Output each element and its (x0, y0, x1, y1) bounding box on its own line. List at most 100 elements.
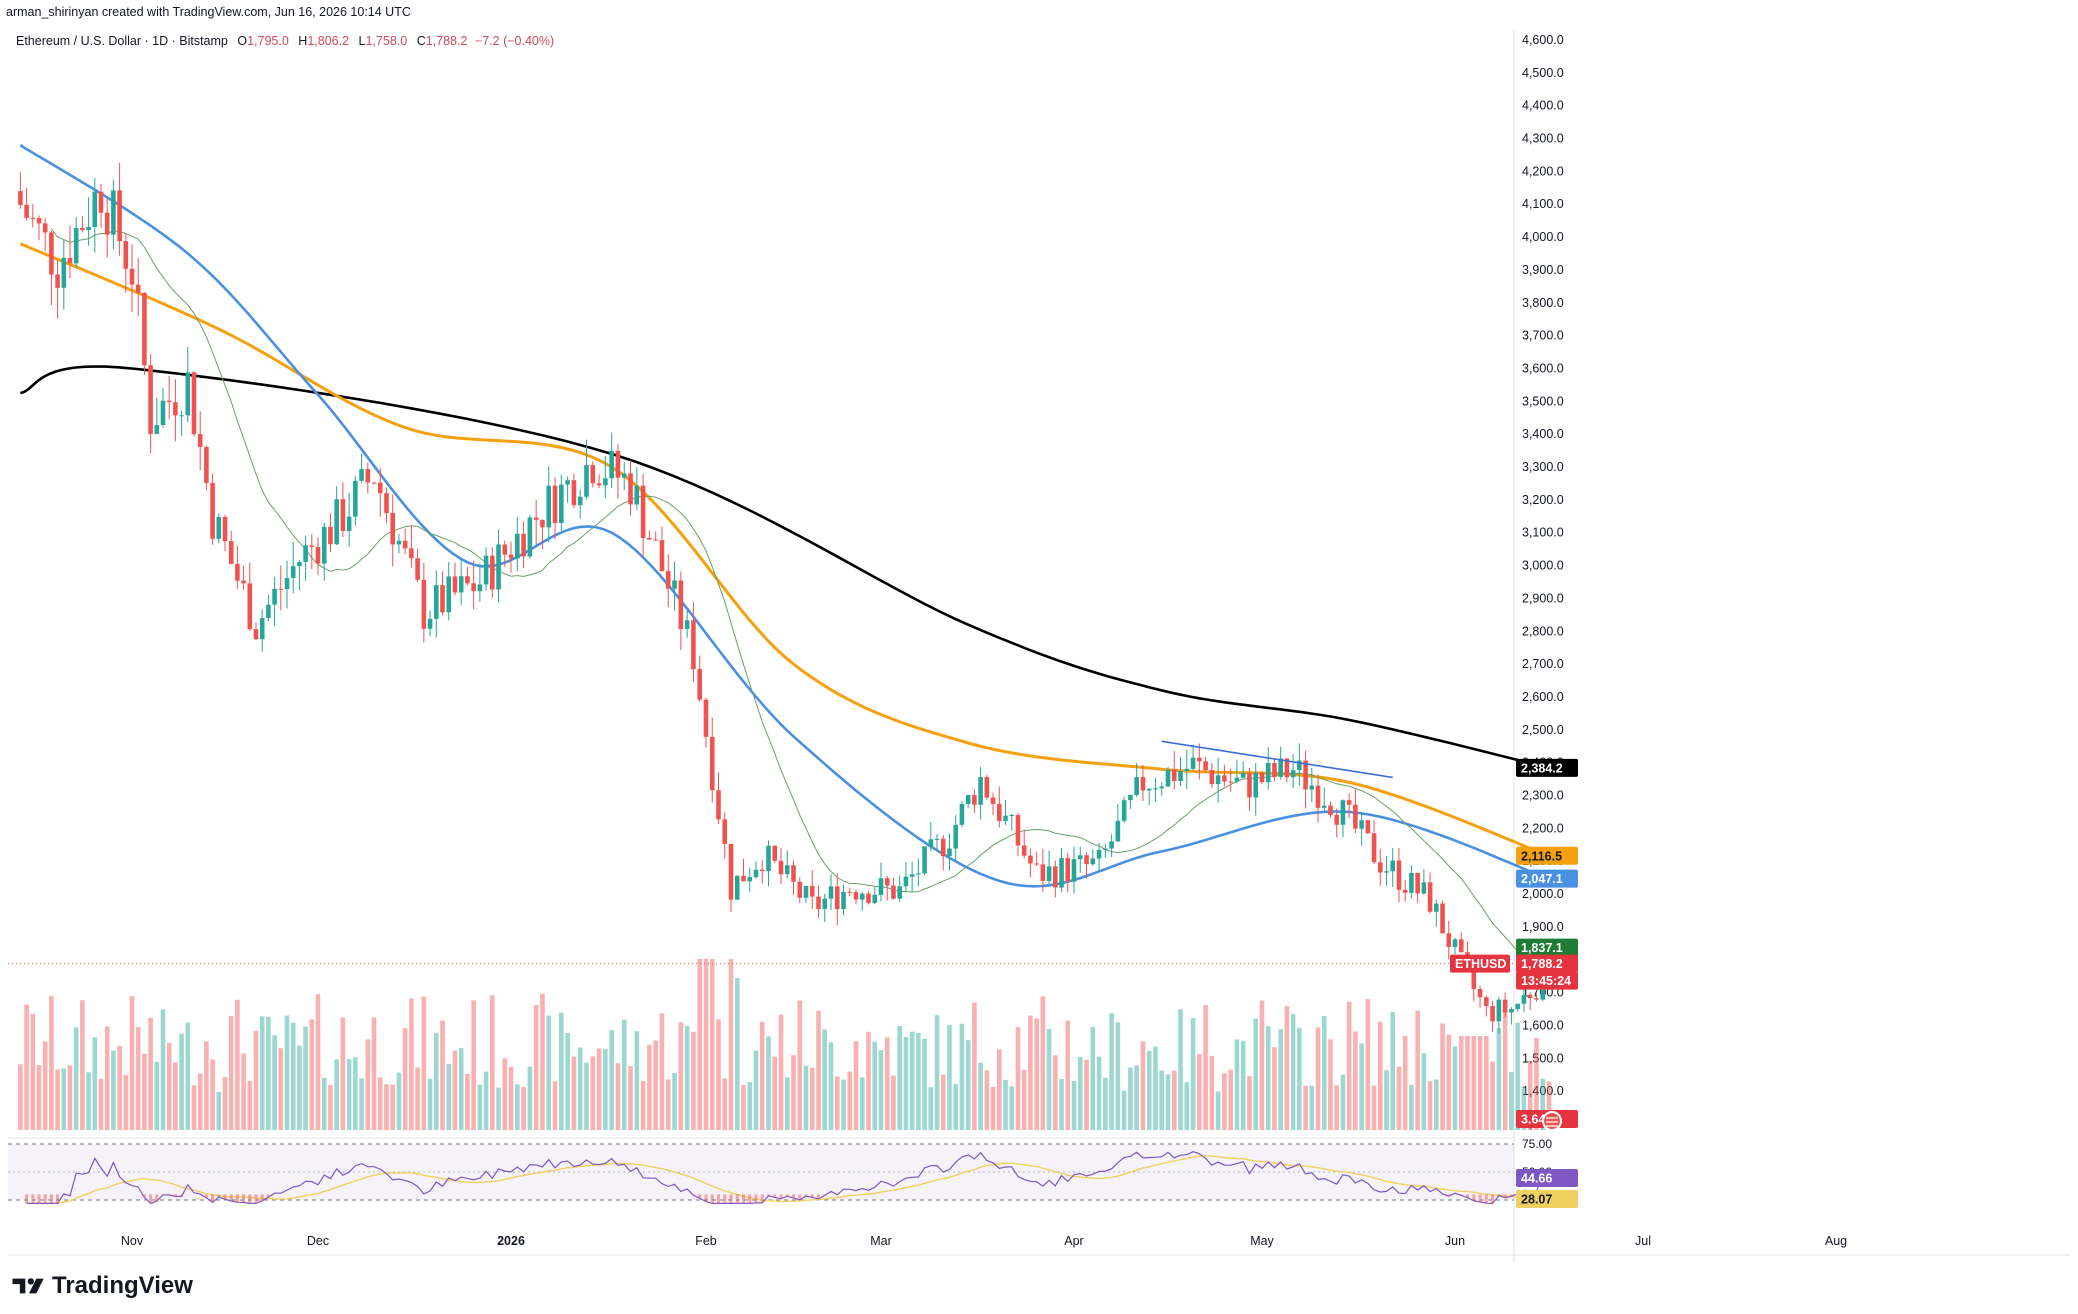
candle-body (309, 545, 315, 547)
candle-body (241, 580, 246, 584)
candle-body (396, 540, 402, 545)
candle-body (111, 190, 116, 235)
volume-bar (978, 1062, 983, 1130)
volume-bar (959, 1023, 965, 1130)
ticker-badge: ETHUSD (1455, 957, 1506, 971)
volume-bar (665, 1079, 671, 1130)
candle-body (603, 478, 608, 486)
candle-body (797, 881, 803, 898)
candle-body (1209, 770, 1215, 785)
volume-bar (1159, 1070, 1165, 1130)
candle-body (465, 576, 470, 584)
candle-body (272, 588, 277, 605)
candle-body (709, 736, 715, 791)
price-tick-label: 2,300.0 (1522, 789, 1564, 803)
candle-body (1340, 800, 1346, 825)
volume-bar (778, 1014, 784, 1130)
volume-bar (791, 1055, 796, 1130)
volume-bar (1440, 1023, 1445, 1130)
volume-bar (934, 1015, 940, 1130)
volume-bar (1046, 1028, 1052, 1130)
volume-bar (73, 1027, 79, 1130)
volume-bar (559, 1012, 564, 1130)
volume-bar (98, 1078, 104, 1130)
candle-body (1496, 999, 1502, 1022)
candle-body (565, 480, 570, 485)
high-value: 1,806.2 (307, 34, 350, 48)
time-axis-label: Jul (1635, 1234, 1651, 1248)
volume-bar (490, 995, 495, 1130)
candle-body (1053, 866, 1058, 888)
volume-bar (1353, 1031, 1358, 1130)
candle-body (42, 223, 48, 233)
volume-bar (297, 1045, 302, 1130)
volume-bar (847, 1071, 853, 1130)
candle-body (1402, 889, 1408, 893)
volume-bar (1253, 1018, 1259, 1130)
volume-bar (1003, 1079, 1008, 1130)
candle-body (590, 465, 596, 484)
candle-body (166, 400, 172, 403)
volume-bar (772, 1056, 778, 1130)
volume-bar (816, 1010, 821, 1130)
candle-body (903, 876, 909, 887)
tradingview-logo[interactable]: TradingView (12, 1272, 193, 1300)
volume-bar (346, 1058, 352, 1130)
volume-bar (496, 1087, 501, 1130)
candle-body (1421, 882, 1427, 894)
volume-bar (859, 1077, 865, 1130)
time-axis-label: Dec (307, 1234, 329, 1248)
volume-bar (1502, 1009, 1508, 1130)
volume-bar (1309, 1085, 1315, 1130)
volume-bar (42, 1041, 48, 1130)
candle-body (148, 365, 153, 434)
candle-body (409, 548, 414, 559)
candle-body (1527, 994, 1533, 999)
volume-bar (678, 1022, 684, 1130)
rsi-line (26, 1151, 1550, 1205)
volume-bar (753, 1050, 759, 1130)
price-tick-label: 1,500.0 (1522, 1051, 1564, 1065)
candle-body (978, 777, 983, 805)
candle-body (1321, 805, 1327, 808)
candle-body (1040, 864, 1046, 881)
price-tick-label: 2,800.0 (1522, 624, 1564, 638)
candle-body (477, 584, 483, 592)
candle-body (1290, 770, 1296, 778)
volume-bar (809, 1067, 815, 1130)
candle-body (514, 533, 520, 559)
candle-body (803, 885, 809, 898)
candle-body (483, 555, 489, 585)
candle-body (321, 526, 327, 564)
volume-bar (1452, 1046, 1458, 1130)
candle-body (92, 191, 98, 227)
volume-bar (709, 959, 715, 1130)
candle-body (609, 450, 614, 479)
volume-bar (759, 1022, 765, 1130)
volume-bar (1515, 1022, 1520, 1130)
volume-bar (1334, 1085, 1340, 1130)
candle-body (346, 516, 352, 532)
volume-bar (1328, 1039, 1333, 1130)
price-tick-label: 2,900.0 (1522, 591, 1564, 605)
candle-body (490, 555, 495, 590)
volume-bar (1034, 1018, 1039, 1130)
volume-bar (259, 1016, 265, 1130)
volume-bar (1321, 1016, 1327, 1130)
candle-body (552, 485, 558, 524)
candle-body (297, 561, 302, 567)
volume-bar (1465, 1035, 1470, 1130)
events-flag-icon[interactable] (1542, 1111, 1562, 1131)
candle-body (73, 227, 79, 264)
time-axis-label: Nov (121, 1234, 144, 1248)
ma200-badge: 2,384.2 (1521, 761, 1563, 775)
candle-body (653, 539, 658, 541)
volume-bar (197, 1073, 203, 1130)
price-tick-label: 2,000.0 (1522, 887, 1564, 901)
candle-body (446, 576, 452, 613)
volume-bar (123, 1074, 129, 1130)
candle-body (1059, 858, 1064, 888)
volume-bar (452, 1050, 458, 1130)
candle-body (415, 558, 420, 580)
